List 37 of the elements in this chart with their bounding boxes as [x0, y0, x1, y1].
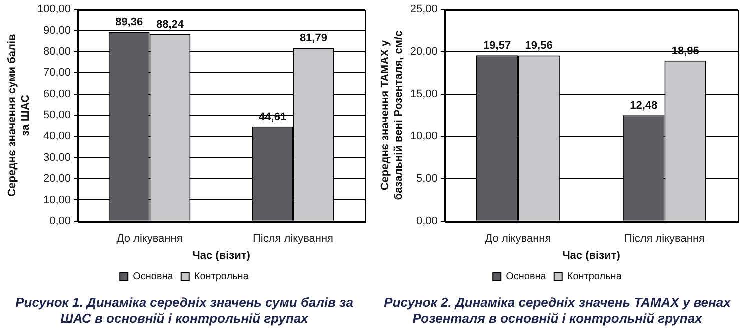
- y-tick-label: 40,00: [44, 130, 72, 143]
- text: Рисунок 2. Динаміка середніх значень TAMAX у венах Розенталя в основній і контрольній групах: [384, 295, 732, 326]
- x-tick-label: До лікування: [116, 233, 183, 246]
- data-label: 81,79: [300, 32, 328, 45]
- y-tick-label: 50,00: [44, 110, 72, 122]
- text: Рисунок 1. Динаміка середніх значень суми балів за ШАС в основній і контрольній групах: [16, 295, 354, 326]
- x-tick-label: До лікування: [485, 233, 552, 246]
- y-axis-title: Середнє значення TAMAX у базальній вені Розенталя, см/с: [380, 30, 405, 200]
- y-tick-label: 100,00: [37, 4, 72, 16]
- y-tick-label: 0,00: [416, 215, 438, 228]
- x-tick-label: Після лікування: [252, 233, 334, 246]
- legend-label: Основна: [133, 272, 174, 283]
- y-axis-title: Середнє значення суми балів за ШАС: [6, 34, 32, 197]
- legend-label: Контрольна: [567, 272, 622, 283]
- y-tick-label: 0,00: [50, 215, 72, 228]
- y-tick-label: 20,00: [44, 173, 72, 186]
- x-tick-label: Після лікування: [624, 233, 706, 246]
- data-label: 88,24: [156, 19, 185, 32]
- y-tick-label: 20,00: [410, 46, 438, 58]
- y-tick-label: 80,00: [44, 46, 72, 58]
- y-tick-label: 10,00: [44, 194, 72, 206]
- legend-label: Основна: [506, 272, 547, 283]
- data-label: 19,56: [525, 40, 553, 52]
- y-tick-label: 60,00: [44, 88, 72, 100]
- y-tick-label: 70,00: [44, 67, 72, 80]
- y-tick-label: 30,00: [44, 152, 72, 164]
- data-label: 12,48: [630, 100, 658, 112]
- x-axis-title: Час (візит): [192, 250, 251, 262]
- x-axis-title: Час (візит): [562, 250, 621, 262]
- y-tick-label: 25,00: [410, 4, 438, 16]
- data-label: 89,36: [116, 16, 144, 29]
- y-tick-label: 5,00: [416, 173, 438, 186]
- legend-label: Контрольна: [194, 272, 250, 283]
- data-label: 19,57: [484, 40, 512, 52]
- y-tick-label: 15,00: [410, 88, 438, 100]
- y-tick-label: 90,00: [44, 24, 72, 37]
- y-tick-label: 10,00: [410, 130, 438, 143]
